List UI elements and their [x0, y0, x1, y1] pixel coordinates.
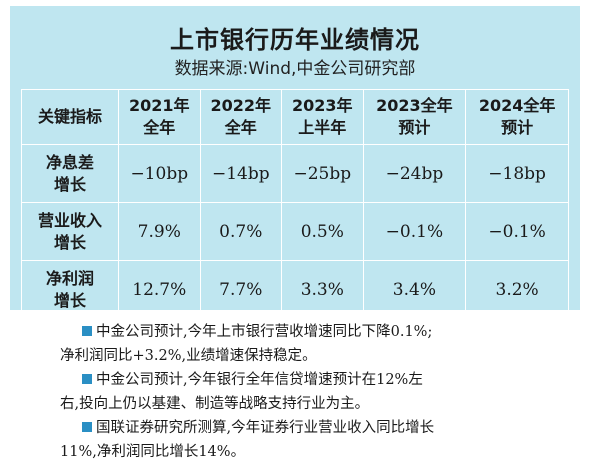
table-cell: −25bp — [281, 144, 364, 203]
bullet-text: 11%,净利润同比增长14%。 — [60, 444, 246, 460]
header-2023-forecast: 2023全年 预计 — [362, 89, 467, 145]
row-label-line: 净息差 — [45, 152, 94, 172]
header-line: 全年 — [143, 118, 176, 137]
header-line: 2024全年 — [478, 96, 556, 115]
table-row: 净利润 增长 12.7% 7.7% 3.3% 3.4% 3.2% — [21, 260, 569, 319]
bullet-text: 右,投向上仍以基建、制造等战略支持行业为主。 — [60, 396, 370, 412]
table-cell: −0.1% — [465, 202, 569, 261]
row-label-line: 增长 — [53, 174, 86, 194]
row-label: 净息差 增长 — [21, 144, 119, 203]
row-label-line: 营业收入 — [37, 210, 102, 230]
header-2024-forecast: 2024全年 预计 — [465, 89, 569, 145]
row-label: 净利润 增长 — [21, 260, 119, 319]
row-label: 营业收入 增长 — [21, 202, 119, 261]
page-title: 上市银行历年业绩情况 — [170, 26, 420, 54]
header-2022: 2022年全年 — [199, 89, 283, 145]
bullet-square-icon — [82, 326, 92, 336]
header-line: 预计 — [501, 118, 534, 137]
performance-table: 关键指标 2021年 全年 2022年 全年 2023年 上半年 2023全年 预计 2… — [21, 89, 569, 319]
header-line: 2021年 — [128, 96, 190, 115]
table-panel: 上市银行历年业绩情况 数据来源:Wind,中金公司研究部 关键指标 2021年全… — [10, 6, 580, 319]
table-row: 净息差 增长 −10bp −14bp −25bp −24bp −18bp — [21, 144, 569, 203]
table-cell: 0.5% — [281, 202, 364, 261]
table-cell: 3.2% — [465, 260, 569, 319]
row-label-line: 增长 — [53, 232, 86, 252]
table-header-row: 关键指标 2021年 全年 2022年 全年 2023年 上半年 2023全年 预计 2… — [21, 89, 569, 145]
bullet-text: 中金公司预计,今年上市银行营收增速同比下降0.1%; — [96, 324, 433, 340]
table-cell: 0.7% — [199, 202, 283, 261]
bullet-item: 中金公司预计,今年银行全年信贷增速预计在12%左 右,投向上仍以基建、制造等战略… — [60, 368, 568, 416]
bullet-text: 国联证券研究所测算,今年证券行业营业收入同比增长 — [96, 420, 435, 436]
bullet-square-icon — [82, 422, 92, 432]
table-cell: 3.4% — [362, 260, 467, 319]
table-row: 营业收入 增长 7.9% 0.7% 0.5% −0.1% −0.1% — [21, 202, 569, 261]
bullet-square-icon — [82, 374, 92, 384]
bullet-item: 中金公司预计,今年上市银行营收增速同比下降0.1%; 净利润同比+3.2%,业绩… — [60, 320, 568, 368]
row-label-line: 净利润 — [45, 268, 94, 288]
data-source: 数据来源:Wind,中金公司研究部 — [174, 59, 416, 79]
table-cell: 7.7% — [199, 260, 283, 319]
header-line: 2023全年 — [376, 96, 453, 115]
header-2021: 2021年全年 — [118, 89, 201, 145]
table-cell: −14bp — [199, 144, 283, 203]
table-cell: −24bp — [362, 144, 467, 203]
header-key-indicator: 关键指标 — [21, 89, 119, 145]
table-cell: −10bp — [118, 144, 201, 203]
header-line: 2023年 — [292, 96, 353, 115]
row-label-line: 增长 — [53, 290, 86, 310]
table-cell: −18bp — [465, 144, 569, 203]
table-cell: 3.3% — [281, 260, 364, 319]
header-line: 2022年 — [210, 96, 272, 115]
header-line: 上半年 — [298, 118, 347, 137]
header-line: 预计 — [398, 118, 431, 137]
table-cell: 12.7% — [118, 260, 201, 319]
header-line: 全年 — [224, 118, 257, 137]
table-cell: 7.9% — [118, 202, 201, 261]
bullet-item: 国联证券研究所测算,今年证券行业营业收入同比增长 11%,净利润同比增长14%。 — [60, 416, 568, 464]
bullet-text: 净利润同比+3.2%,业绩增速保持稳定。 — [60, 348, 317, 364]
bullet-list: 中金公司预计,今年上市银行营收增速同比下降0.1%; 净利润同比+3.2%,业绩… — [60, 320, 568, 464]
table-cell: −0.1% — [362, 202, 467, 261]
header-2023h1: 2023年上半年 — [281, 89, 364, 145]
bullet-text: 中金公司预计,今年银行全年信贷增速预计在12%左 — [96, 372, 423, 388]
